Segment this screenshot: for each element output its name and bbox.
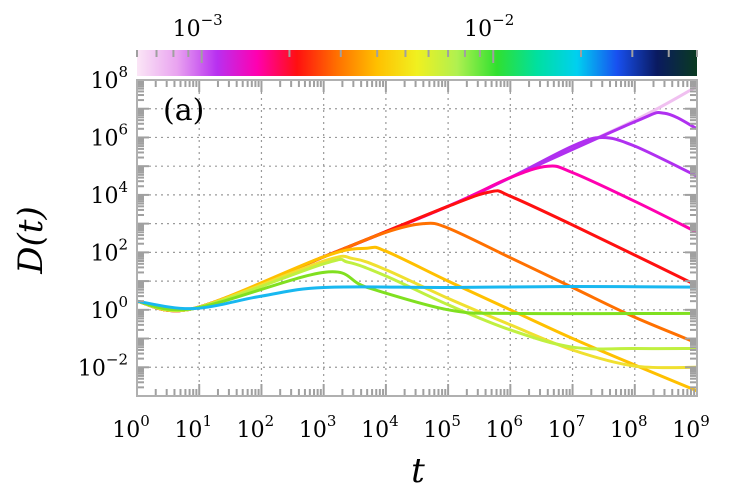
series-line bbox=[137, 245, 697, 393]
plot-area bbox=[136, 79, 698, 397]
x-tick-label: 102 bbox=[237, 412, 275, 443]
series-line bbox=[137, 284, 697, 311]
x-tick-label: 108 bbox=[610, 412, 648, 443]
colorbar-tick-label: 10−3 bbox=[173, 11, 223, 42]
y-tick-label: 108 bbox=[90, 63, 128, 94]
y-tick-label: 102 bbox=[90, 235, 128, 266]
x-tick-label: 104 bbox=[361, 412, 399, 443]
colorbar-ticks bbox=[136, 50, 698, 63]
colorbar-tick-label: 10−2 bbox=[464, 11, 514, 42]
panel-label: (a) bbox=[163, 93, 204, 128]
y-axis-title: D(t) bbox=[11, 206, 51, 274]
y-tick-label: 104 bbox=[90, 178, 128, 209]
x-tick-label: 106 bbox=[486, 412, 524, 443]
colorbar-tick-labels: 10−3 10−2 bbox=[173, 11, 515, 42]
x-tick-label: 107 bbox=[548, 412, 586, 443]
series-line bbox=[137, 84, 697, 313]
axis-ticks bbox=[136, 80, 697, 397]
y-tick-label: 100 bbox=[90, 293, 128, 324]
series-group bbox=[137, 84, 697, 393]
x-axis-title: t bbox=[411, 451, 425, 491]
series-line bbox=[137, 189, 697, 313]
y-tick-label: 10−2 bbox=[78, 350, 128, 381]
series-line bbox=[137, 254, 697, 370]
x-tick-label: 100 bbox=[112, 412, 150, 443]
plot-frame bbox=[136, 79, 698, 397]
x-tick-labels: 100 101 102 103 104 105 106 107 108 109 bbox=[112, 412, 710, 443]
x-tick-label: 103 bbox=[299, 412, 337, 443]
x-tick-label: 105 bbox=[423, 412, 461, 443]
colorbar: 10−3 10−2 bbox=[136, 11, 698, 76]
x-tick-label: 109 bbox=[672, 412, 710, 443]
x-tick-label: 101 bbox=[174, 412, 212, 443]
y-tick-label: 106 bbox=[90, 120, 128, 151]
y-tick-labels: 10−2 100 102 104 106 108 bbox=[78, 63, 128, 381]
grid-lines bbox=[137, 80, 697, 396]
colorbar-bar bbox=[137, 50, 697, 76]
